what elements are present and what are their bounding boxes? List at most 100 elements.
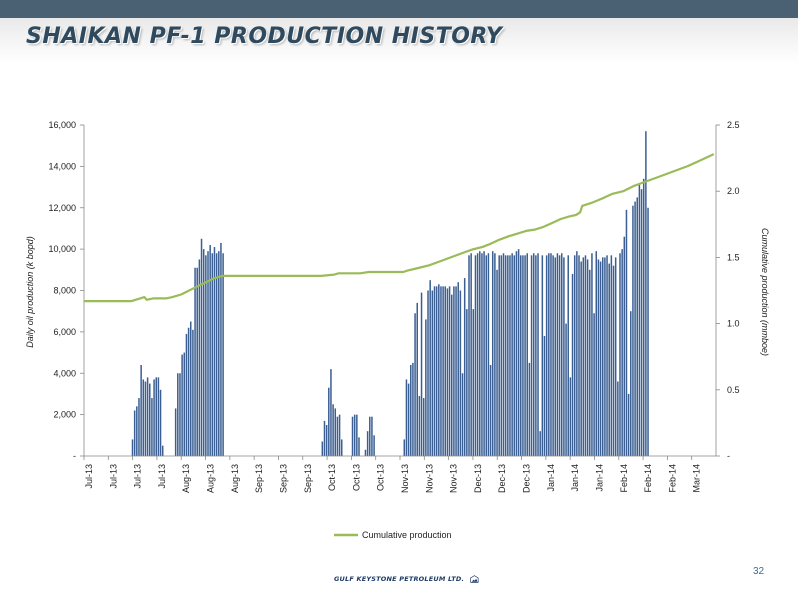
production-bar (159, 389, 162, 456)
y-right-tick-label: 1.0 (727, 319, 740, 329)
production-bar (371, 416, 373, 456)
production-bar (407, 383, 410, 456)
production-bar (459, 290, 462, 456)
y-left-tick-label: 2,000 (53, 410, 76, 420)
production-bar (571, 273, 574, 456)
y-right-axis-title: Cumulative production (mmboe) (760, 228, 770, 356)
production-bar (548, 253, 550, 456)
production-bar (502, 253, 505, 456)
production-bar (131, 439, 134, 456)
production-bar (412, 362, 414, 456)
production-bar (463, 278, 466, 456)
x-tick-label: Aug-13 (230, 464, 240, 493)
y-right-tick-label: 2.0 (727, 186, 740, 196)
y-left-tick-label: 12,000 (48, 203, 76, 213)
production-bar (515, 251, 518, 456)
x-tick-label: Jan-14 (570, 464, 580, 492)
production-bar (507, 255, 509, 456)
production-bar (472, 309, 475, 456)
production-bar (573, 255, 576, 456)
page-title: SHAIKAN PF-1 PRODUCTION HISTORY (26, 24, 503, 49)
x-tick-label: Jul-13 (157, 464, 167, 489)
production-bar (593, 313, 595, 456)
production-bar (479, 251, 481, 456)
y-left-tick-label: 10,000 (48, 244, 76, 254)
x-tick-label: Jul-13 (84, 464, 94, 489)
production-bar (589, 269, 591, 456)
production-bar (517, 249, 520, 457)
production-bar (446, 288, 449, 456)
production-bar (427, 290, 429, 456)
production-bar (192, 329, 194, 456)
x-tick-label: Mar-14 (692, 464, 702, 493)
x-tick-label: Nov-13 (449, 464, 459, 493)
production-bar (403, 439, 406, 456)
production-bar (634, 201, 636, 456)
production-bar (552, 255, 554, 456)
production-bar (364, 449, 367, 456)
production-bar (532, 253, 535, 456)
production-bar (155, 377, 157, 456)
production-bar (604, 257, 606, 456)
production-bar (422, 398, 425, 456)
production-bar (591, 253, 593, 456)
production-bar (450, 294, 453, 456)
production-bar (142, 379, 145, 456)
y-left-tick-label: 16,000 (48, 120, 76, 130)
production-bar (136, 406, 138, 456)
production-bar (610, 255, 613, 456)
x-tick-label: Aug-13 (206, 464, 216, 493)
production-bar (179, 373, 181, 456)
x-tick-label: Sep-13 (279, 464, 289, 493)
production-bar (151, 398, 153, 456)
production-bar (619, 253, 621, 456)
production-bar (528, 362, 531, 456)
production-bar (489, 364, 492, 456)
production-bar (220, 242, 222, 456)
production-bar (196, 267, 198, 456)
y-left-tick-label: 8,000 (53, 286, 76, 296)
production-bar (550, 253, 552, 456)
x-tick-label: Oct-13 (327, 464, 337, 491)
keystone-logo-icon (470, 575, 479, 583)
production-bar (435, 286, 438, 456)
production-bar (353, 414, 356, 457)
production-bar (494, 253, 496, 456)
production-bar (638, 184, 641, 457)
production-bar (358, 437, 360, 456)
production-bar (410, 364, 412, 456)
production-bar (189, 321, 192, 456)
y-right-tick-label: 0.5 (727, 385, 740, 395)
production-bar (537, 253, 539, 456)
y-left-axis-title: Daily oil production (k bopd) (25, 236, 35, 348)
production-bar (444, 286, 447, 456)
production-bar (606, 255, 608, 456)
x-tick-label: Sep-13 (254, 464, 264, 493)
production-bar (625, 209, 628, 456)
production-bar (153, 379, 155, 456)
x-tick-label: Dec-13 (497, 464, 507, 493)
production-bar (356, 414, 358, 457)
production-bar (535, 255, 537, 456)
production-bar (215, 253, 218, 456)
production-bar (556, 253, 559, 456)
production-bar (366, 431, 369, 456)
production-bar (578, 255, 580, 456)
x-tick-label: Feb-14 (667, 464, 677, 493)
production-bar (321, 441, 324, 456)
production-bar (576, 251, 578, 456)
production-bar (181, 354, 183, 456)
production-bar (420, 292, 423, 456)
production-bar (554, 257, 557, 456)
production-bar (174, 408, 177, 456)
production-bar (140, 364, 142, 456)
production-bar (209, 244, 211, 456)
production-bar (373, 435, 375, 456)
production-bar (211, 253, 214, 456)
x-tick-label: Aug-13 (181, 464, 191, 493)
production-bar (200, 238, 203, 456)
production-bar (457, 282, 459, 456)
production-bar (522, 255, 524, 456)
x-tick-label: Feb-14 (643, 464, 653, 493)
